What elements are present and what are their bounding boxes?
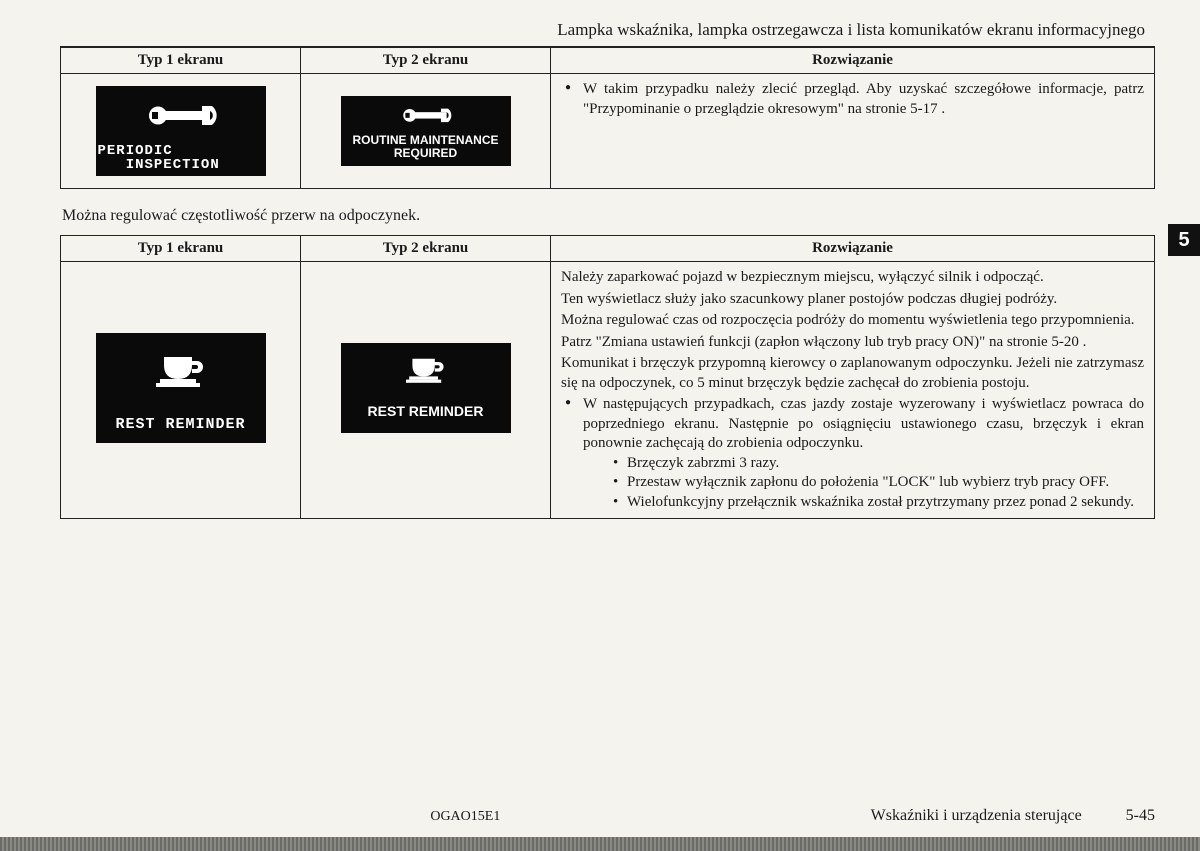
table-row: PERIODIC INSPECTION ROUTINE MA bbox=[61, 74, 1155, 189]
col-header-type1: Typ 1 ekranu bbox=[61, 236, 301, 262]
col-header-type2: Typ 2 ekranu bbox=[301, 236, 551, 262]
solution-cell: W takim przypadku należy zlecić przegląd… bbox=[551, 74, 1155, 189]
indicator-table-1: Typ 1 ekranu Typ 2 ekranu Rozwiązanie PE… bbox=[60, 47, 1155, 189]
solution-sub-item: Wielofunkcyjny przełącznik wskaźnika zos… bbox=[613, 493, 1144, 513]
wrench-icon bbox=[136, 100, 226, 135]
screen-label: REST REMINDER bbox=[96, 416, 266, 433]
screen-label: ROUTINE MAINTENANCEREQUIRED bbox=[341, 134, 511, 160]
screen-label: PERIODIC INSPECTION bbox=[98, 144, 220, 172]
table-row: REST REMINDER REST REMINDER bbox=[61, 262, 1155, 519]
wrench-icon bbox=[394, 104, 458, 131]
screen-routine-maintenance: ROUTINE MAINTENANCEREQUIRED bbox=[341, 96, 511, 166]
document-id: OGAO15E1 bbox=[60, 809, 871, 825]
screen-label: REST REMINDER bbox=[341, 403, 511, 419]
screen-rest-reminder-1: REST REMINDER bbox=[96, 333, 266, 443]
solution-sub-item: Przestaw wyłącznik zapłonu do położenia … bbox=[613, 473, 1144, 493]
footer-section-title: Wskaźniki i urządzenia sterujące bbox=[871, 807, 1082, 824]
screen-periodic-inspection: PERIODIC INSPECTION bbox=[96, 86, 266, 176]
col-header-solution: Rozwiązanie bbox=[551, 236, 1155, 262]
chapter-tab: 5 bbox=[1168, 224, 1200, 256]
col-header-solution: Rozwiązanie bbox=[551, 48, 1155, 74]
page-header-title: Lampka wskaźnika, lampka ostrzegawcza i … bbox=[60, 20, 1155, 40]
solution-bullet: W następujących przypadkach, czas jazdy … bbox=[565, 395, 1144, 512]
screen-rest-reminder-2: REST REMINDER bbox=[341, 343, 511, 433]
col-header-type1: Typ 1 ekranu bbox=[61, 48, 301, 74]
indicator-table-2: Typ 1 ekranu Typ 2 ekranu Rozwiązanie RE bbox=[60, 235, 1155, 519]
page-number: 5-45 bbox=[1126, 807, 1155, 824]
coffee-cup-icon bbox=[341, 343, 511, 395]
page-footer: OGAO15E1 Wskaźniki i urządzenia sterując… bbox=[60, 807, 1155, 825]
intermediate-text: Można regulować częstotliwość przerw na … bbox=[62, 207, 1155, 225]
solution-cell: Należy zaparkować pojazd w bezpiecznym m… bbox=[551, 262, 1155, 519]
col-header-type2: Typ 2 ekranu bbox=[301, 48, 551, 74]
scan-edge-artifact bbox=[0, 837, 1200, 851]
solution-bullet: W takim przypadku należy zlecić przegląd… bbox=[565, 80, 1144, 119]
solution-sub-item: Brzęczyk zabrzmi 3 razy. bbox=[613, 454, 1144, 474]
coffee-cup-icon bbox=[96, 333, 266, 401]
